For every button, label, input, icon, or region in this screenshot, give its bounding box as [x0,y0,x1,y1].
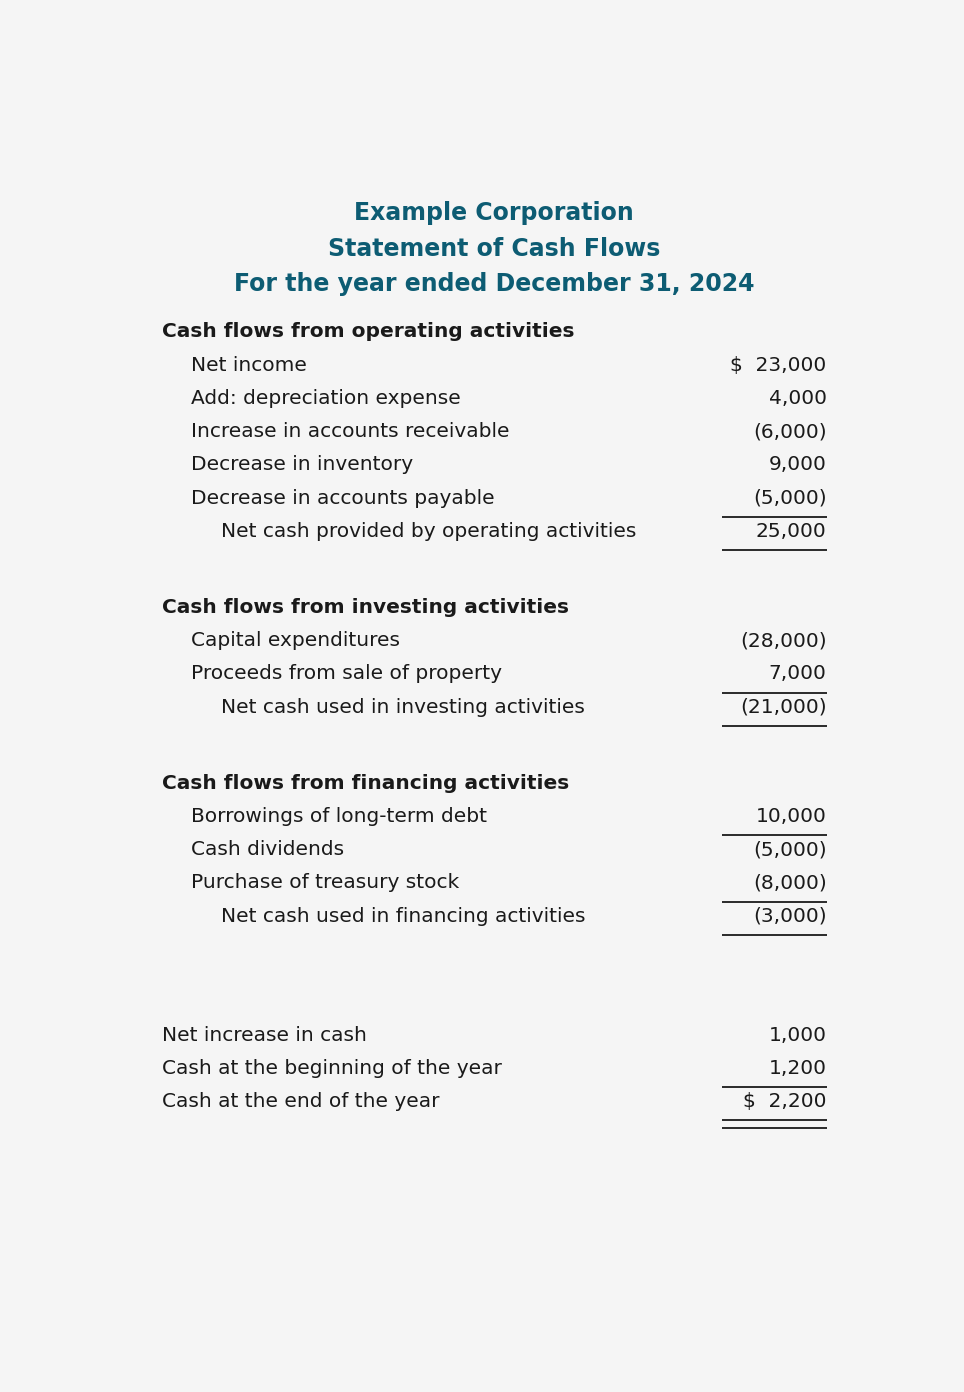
Text: 10,000: 10,000 [756,807,826,825]
Text: Example Corporation: Example Corporation [354,202,634,226]
Text: Net cash used in financing activities: Net cash used in financing activities [222,906,586,926]
Text: (5,000): (5,000) [753,489,826,508]
Text: (6,000): (6,000) [753,422,826,441]
Text: (5,000): (5,000) [753,841,826,859]
Text: Decrease in inventory: Decrease in inventory [192,455,414,475]
Text: Capital expenditures: Capital expenditures [192,631,400,650]
Text: 7,000: 7,000 [768,664,826,683]
Text: Net cash provided by operating activities: Net cash provided by operating activitie… [222,522,637,541]
Text: Cash flows from operating activities: Cash flows from operating activities [162,323,575,341]
Text: Borrowings of long-term debt: Borrowings of long-term debt [192,807,488,825]
Text: (8,000): (8,000) [753,873,826,892]
Text: Net cash used in investing activities: Net cash used in investing activities [222,697,585,717]
Text: Cash at the end of the year: Cash at the end of the year [162,1093,439,1111]
Text: Decrease in accounts payable: Decrease in accounts payable [192,489,495,508]
Text: $  23,000: $ 23,000 [731,356,826,374]
Text: Increase in accounts receivable: Increase in accounts receivable [192,422,510,441]
Text: Purchase of treasury stock: Purchase of treasury stock [192,873,460,892]
Text: Cash at the beginning of the year: Cash at the beginning of the year [162,1059,501,1077]
Text: Cash flows from investing activities: Cash flows from investing activities [162,599,569,617]
Text: 1,000: 1,000 [768,1026,826,1044]
Text: Statement of Cash Flows: Statement of Cash Flows [328,237,660,260]
Text: 25,000: 25,000 [756,522,826,541]
Text: 4,000: 4,000 [768,388,826,408]
Text: Net income: Net income [192,356,308,374]
Text: Proceeds from sale of property: Proceeds from sale of property [192,664,502,683]
Text: 9,000: 9,000 [768,455,826,475]
Text: (3,000): (3,000) [753,906,826,926]
Text: Net increase in cash: Net increase in cash [162,1026,366,1044]
Text: (21,000): (21,000) [740,697,826,717]
Text: $  2,200: $ 2,200 [743,1093,826,1111]
Text: 1,200: 1,200 [768,1059,826,1077]
Text: (28,000): (28,000) [740,631,826,650]
Text: For the year ended December 31, 2024: For the year ended December 31, 2024 [234,271,754,296]
Text: Cash dividends: Cash dividends [192,841,344,859]
Text: Add: depreciation expense: Add: depreciation expense [192,388,461,408]
Text: Cash flows from financing activities: Cash flows from financing activities [162,774,569,792]
